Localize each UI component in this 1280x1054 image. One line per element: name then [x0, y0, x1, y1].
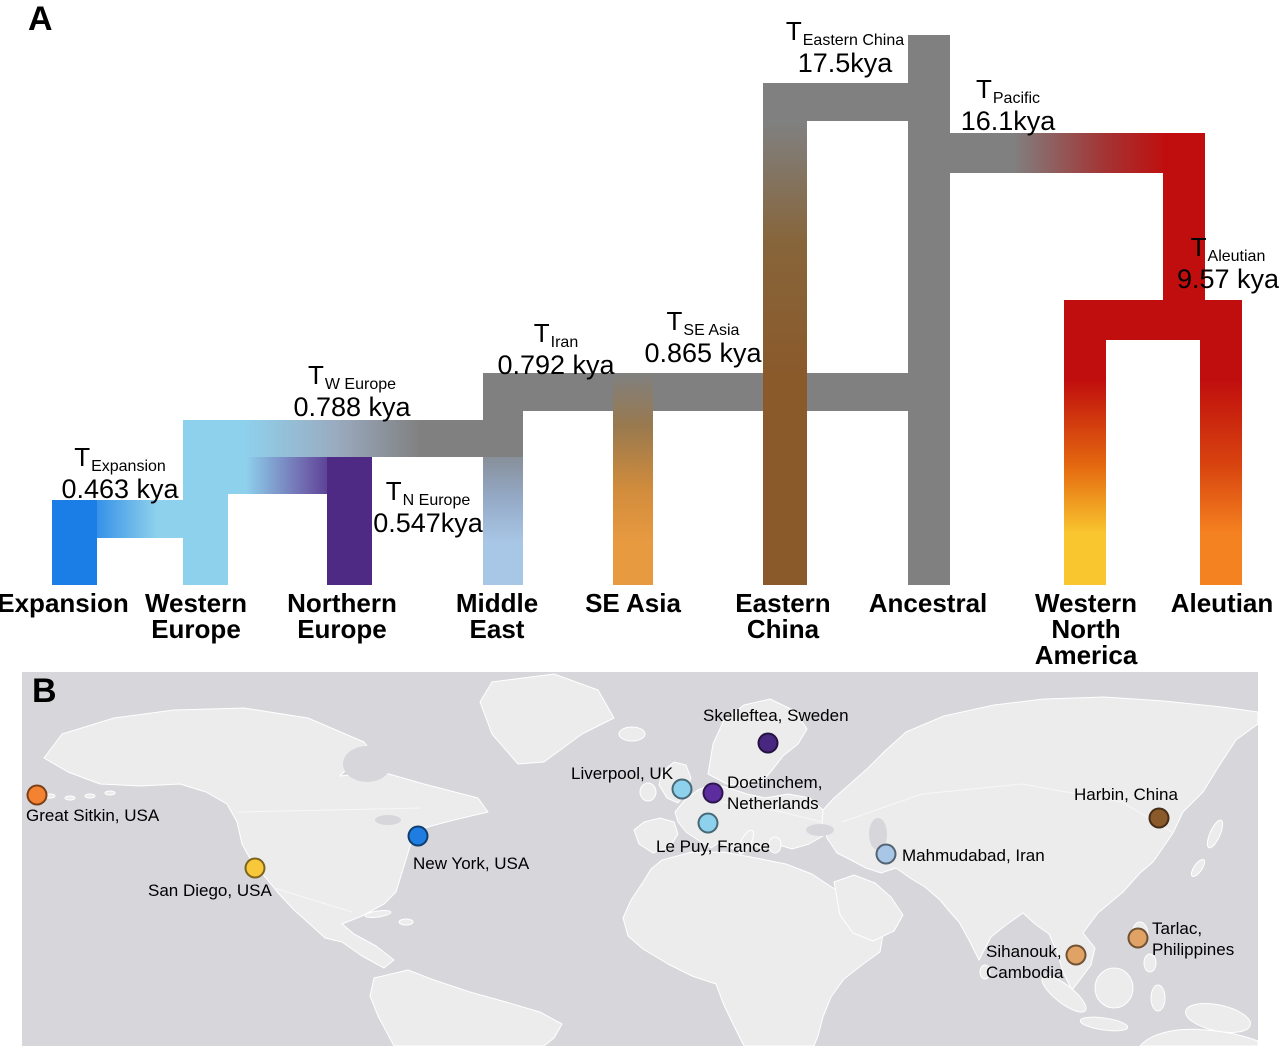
location-dot-harbin: [1148, 807, 1170, 829]
panel-a-label: A: [28, 0, 53, 38]
tip-label-western-north-america: Western North America: [1034, 588, 1138, 670]
tip-label-middle-east: Middle East: [455, 588, 539, 644]
split-label-aleutian: TAleutian 9.57 kya: [1176, 232, 1280, 294]
location-label-harbin: Harbin, China: [1074, 785, 1178, 804]
australia-partial: [1139, 1028, 1258, 1046]
location-label-sihanouk: Sihanouk, Cambodia: [986, 942, 1064, 982]
branch-w-europe-split: [183, 420, 523, 457]
tip-label-eastern-china: Eastern China: [735, 588, 831, 644]
branch-western-europe: [183, 420, 228, 585]
location-dot-liverpool: [671, 778, 693, 800]
italy: [737, 829, 755, 855]
split-label-w-europe: TW Europe 0.788 kya: [293, 360, 411, 422]
location-dot-tarlac: [1127, 927, 1149, 949]
continent-africa: [622, 851, 884, 1046]
split-label-se-asia: TSE Asia 0.865 kya: [644, 306, 762, 368]
branch-pacific-split: [950, 133, 1205, 173]
split-label-pacific: TPacific 16.1kya: [960, 74, 1056, 136]
greenland: [479, 673, 615, 765]
tip-label-aleutian: Aleutian: [1170, 588, 1274, 618]
location-dot-great-sitkin: [26, 784, 48, 806]
branch-se-asia: [613, 373, 653, 585]
asian-islands: [979, 819, 1251, 1033]
tip-label-northern-europe: Northern Europe: [287, 588, 397, 644]
location-label-new-york: New York, USA: [413, 854, 530, 873]
aleutian-islands: [26, 789, 116, 801]
location-dot-doetinchem: [702, 782, 724, 804]
split-label-n-europe: TN Europe 0.547kya: [373, 476, 483, 538]
caspian-sea: [869, 818, 887, 850]
iceland: [618, 726, 646, 742]
branch-expansion: [52, 500, 97, 585]
ireland: [639, 782, 657, 802]
hispaniola: [398, 918, 414, 926]
split-label-expansion: TExpansion 0.463 kya: [61, 442, 179, 504]
panel-a: A TExpansion 0.463 kya TW Europe 0.788 kya T…: [0, 0, 1280, 670]
tip-label-western-europe: Western Europe: [144, 588, 248, 644]
location-label-doetinchem: Doetinchem, Netherlands: [727, 773, 823, 813]
branch-middle-east: [483, 373, 523, 585]
branch-eastern-china: [763, 83, 807, 585]
location-dot-le-puy: [697, 812, 719, 834]
cuba: [364, 910, 392, 918]
iberia: [633, 817, 679, 854]
tip-label-ancestral: Ancestral: [868, 588, 988, 618]
split-label-iran: TIran 0.792 kya: [497, 318, 615, 380]
branch-main-eurasia: [483, 373, 950, 411]
location-dot-skelleftea: [757, 732, 779, 754]
hudson-bay: [343, 746, 391, 782]
location-dot-mahmudabad: [875, 843, 897, 865]
location-dot-new-york: [407, 825, 429, 847]
black-sea: [806, 824, 834, 836]
location-label-mahmudabad: Mahmudabad, Iran: [902, 846, 1045, 865]
greece: [768, 836, 782, 854]
location-label-san-diego: San Diego, USA: [148, 881, 272, 900]
arabia: [833, 874, 904, 942]
branch-northern-europe: [327, 457, 372, 585]
panel-b: B: [22, 672, 1258, 1046]
location-label-great-sitkin: Great Sitkin, USA: [26, 806, 160, 825]
location-label-le-puy: Le Puy, France: [656, 837, 771, 856]
world-map: [22, 672, 1258, 1046]
branch-ancestral: [908, 35, 950, 585]
split-label-eastern-china: TEastern China 17.5kya: [785, 16, 905, 78]
branch-western-north-america: [1064, 300, 1106, 585]
tip-label-expansion: Expansion: [0, 588, 129, 618]
location-dot-san-diego: [244, 857, 266, 879]
panel-b-label: B: [32, 672, 57, 710]
continent-south-america: [369, 969, 563, 1046]
great-lakes: [375, 815, 401, 825]
location-label-skelleftea: Skelleftea, Sweden: [703, 706, 849, 725]
location-label-tarlac: Tarlac, Philippines: [1152, 919, 1235, 959]
branch-aleutian: [1200, 300, 1242, 585]
continent-asia: [821, 696, 1258, 991]
location-label-liverpool: Liverpool, UK: [571, 764, 674, 783]
tip-label-se-asia: SE Asia: [585, 588, 681, 618]
location-dot-sihanouk: [1065, 944, 1087, 966]
